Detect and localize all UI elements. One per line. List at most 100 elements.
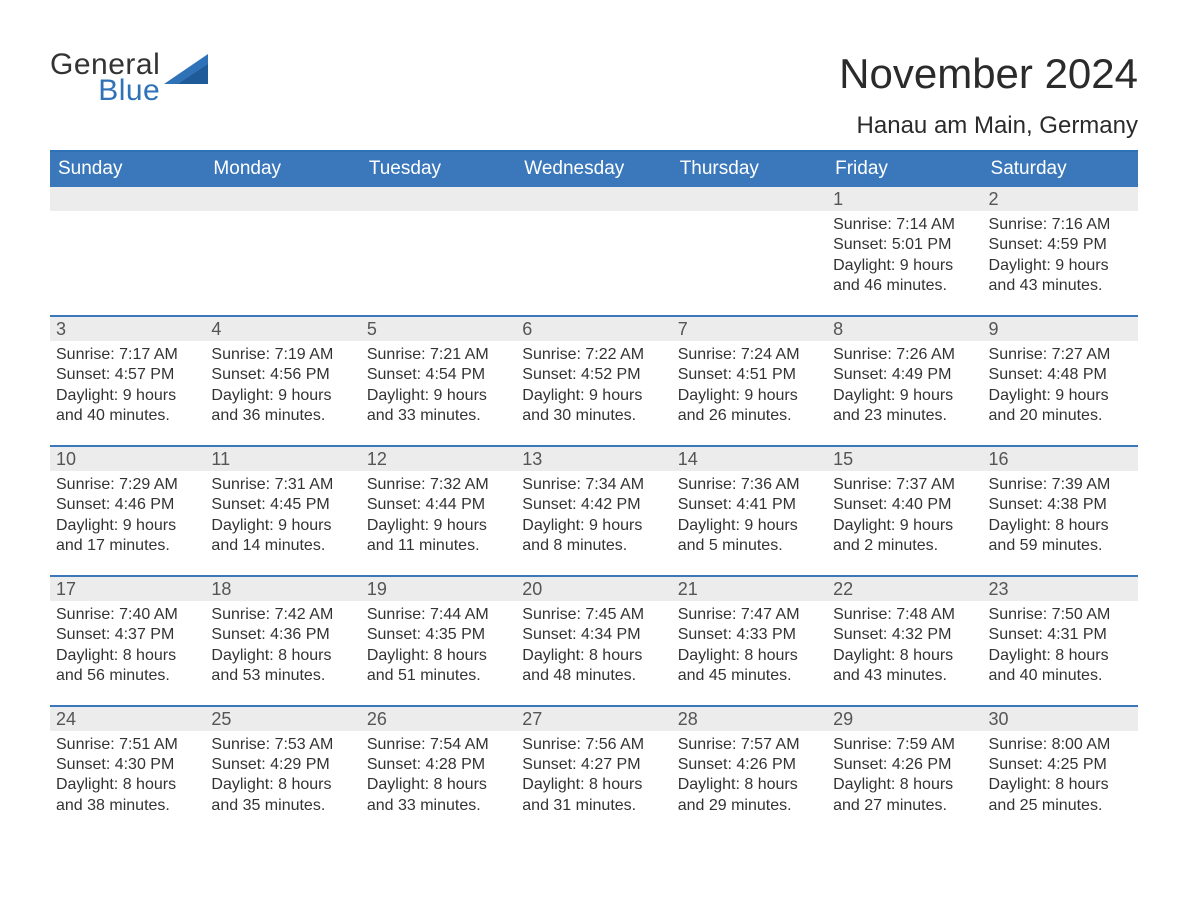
day-sunset: Sunset: 4:40 PM bbox=[833, 495, 976, 515]
day-cell: 15 Sunrise: 7:37 AMSunset: 4:40 PMDayligh… bbox=[827, 447, 982, 575]
logo-word-blue: Blue bbox=[50, 76, 160, 106]
day-sunrise: Sunrise: 7:22 AM bbox=[522, 345, 665, 365]
day-number: 28 bbox=[672, 707, 827, 731]
day-sunrise: Sunrise: 8:00 AM bbox=[989, 735, 1132, 755]
day-sunrise: Sunrise: 7:45 AM bbox=[522, 605, 665, 625]
day-daylight2: and 17 minutes. bbox=[56, 536, 199, 556]
day-number: 25 bbox=[205, 707, 360, 731]
day-daylight1: Daylight: 9 hours bbox=[522, 516, 665, 536]
day-sunrise: Sunrise: 7:29 AM bbox=[56, 475, 199, 495]
sail-icon bbox=[164, 54, 208, 84]
day-cell: 25Sunrise: 7:53 AMSunset: 4:29 PMDayligh… bbox=[205, 707, 360, 835]
day-number: 3 bbox=[50, 317, 205, 341]
day-daylight1: Daylight: 9 hours bbox=[367, 516, 510, 536]
day-cell bbox=[205, 187, 360, 315]
day-body: Sunrise: 7:32 AMSunset: 4:44 PMDaylight:… bbox=[361, 471, 516, 557]
day-sunset: Sunset: 4:28 PM bbox=[367, 755, 510, 775]
day-body: Sunrise: 7:31 AMSunset: 4:45 PMDaylight:… bbox=[205, 471, 360, 557]
day-daylight1: Daylight: 8 hours bbox=[833, 646, 976, 666]
day-daylight2: and 40 minutes. bbox=[56, 406, 199, 426]
day-number: 13 bbox=[516, 447, 671, 471]
day-number: 22 bbox=[827, 577, 982, 601]
day-daylight1: Daylight: 8 hours bbox=[367, 646, 510, 666]
day-sunrise: Sunrise: 7:27 AM bbox=[989, 345, 1132, 365]
day-sunset: Sunset: 4:35 PM bbox=[367, 625, 510, 645]
day-daylight1: Daylight: 8 hours bbox=[522, 775, 665, 795]
day-number: 4 bbox=[205, 317, 360, 341]
day-body: Sunrise: 8:00 AMSunset: 4:25 PMDaylight:… bbox=[983, 731, 1138, 817]
location-subtitle: Hanau am Main, Germany bbox=[839, 112, 1138, 140]
day-cell: 26Sunrise: 7:54 AMSunset: 4:28 PMDayligh… bbox=[361, 707, 516, 835]
day-sunrise: Sunrise: 7:14 AM bbox=[833, 215, 976, 235]
day-sunrise: Sunrise: 7:21 AM bbox=[367, 345, 510, 365]
day-cell: 14Sunrise: 7:36 AMSunset: 4:41 PMDayligh… bbox=[672, 447, 827, 575]
day-daylight1: Daylight: 9 hours bbox=[367, 386, 510, 406]
day-cell: 19Sunrise: 7:44 AMSunset: 4:35 PMDayligh… bbox=[361, 577, 516, 705]
day-daylight2: and 46 minutes. bbox=[833, 276, 976, 296]
day-daylight1: Daylight: 9 hours bbox=[522, 386, 665, 406]
day-cell: 17Sunrise: 7:40 AMSunset: 4:37 PMDayligh… bbox=[50, 577, 205, 705]
day-cell: 22Sunrise: 7:48 AMSunset: 4:32 PMDayligh… bbox=[827, 577, 982, 705]
day-daylight2: and 48 minutes. bbox=[522, 666, 665, 686]
day-daylight2: and 33 minutes. bbox=[367, 406, 510, 426]
day-daylight1: Daylight: 9 hours bbox=[833, 516, 976, 536]
day-sunset: Sunset: 4:26 PM bbox=[833, 755, 976, 775]
day-daylight2: and 31 minutes. bbox=[522, 796, 665, 816]
day-body: Sunrise: 7:27 AMSunset: 4:48 PMDaylight:… bbox=[983, 341, 1138, 427]
day-body: Sunrise: 7:19 AMSunset: 4:56 PMDaylight:… bbox=[205, 341, 360, 427]
week-row: 24Sunrise: 7:51 AMSunset: 4:30 PMDayligh… bbox=[50, 705, 1138, 835]
logo-text: General Blue bbox=[50, 50, 160, 106]
day-sunrise: Sunrise: 7:32 AM bbox=[367, 475, 510, 495]
day-sunset: Sunset: 4:29 PM bbox=[211, 755, 354, 775]
day-sunrise: Sunrise: 7:37 AM bbox=[833, 475, 976, 495]
dow-cell: Thursday bbox=[672, 152, 827, 187]
dow-cell: Saturday bbox=[983, 152, 1138, 187]
day-cell bbox=[50, 187, 205, 315]
day-sunrise: Sunrise: 7:34 AM bbox=[522, 475, 665, 495]
day-number: 19 bbox=[361, 577, 516, 601]
dow-cell: Sunday bbox=[50, 152, 205, 187]
day-body: Sunrise: 7:42 AMSunset: 4:36 PMDaylight:… bbox=[205, 601, 360, 687]
day-sunrise: Sunrise: 7:47 AM bbox=[678, 605, 821, 625]
day-daylight2: and 25 minutes. bbox=[989, 796, 1132, 816]
day-daylight2: and 43 minutes. bbox=[989, 276, 1132, 296]
day-cell bbox=[672, 187, 827, 315]
day-sunset: Sunset: 4:32 PM bbox=[833, 625, 976, 645]
week-row: 1Sunrise: 7:14 AMSunset: 5:01 PMDaylight… bbox=[50, 187, 1138, 315]
day-number: 18 bbox=[205, 577, 360, 601]
dow-cell: Tuesday bbox=[361, 152, 516, 187]
day-sunset: Sunset: 5:01 PM bbox=[833, 235, 976, 255]
day-number: 29 bbox=[827, 707, 982, 731]
day-sunrise: Sunrise: 7:57 AM bbox=[678, 735, 821, 755]
day-daylight2: and 14 minutes. bbox=[211, 536, 354, 556]
day-sunset: Sunset: 4:37 PM bbox=[56, 625, 199, 645]
day-number: 15 bbox=[827, 447, 982, 471]
day-sunset: Sunset: 4:25 PM bbox=[989, 755, 1132, 775]
day-sunset: Sunset: 4:33 PM bbox=[678, 625, 821, 645]
day-of-week-header: SundayMondayTuesdayWednesdayThursdayFrid… bbox=[50, 152, 1138, 187]
day-sunrise: Sunrise: 7:19 AM bbox=[211, 345, 354, 365]
day-sunrise: Sunrise: 7:54 AM bbox=[367, 735, 510, 755]
day-sunset: Sunset: 4:54 PM bbox=[367, 365, 510, 385]
dow-cell: Wednesday bbox=[516, 152, 671, 187]
day-daylight2: and 38 minutes. bbox=[56, 796, 199, 816]
header: General Blue November 2024 Hanau am Main… bbox=[50, 50, 1138, 140]
day-body: Sunrise: 7:17 AMSunset: 4:57 PMDaylight:… bbox=[50, 341, 205, 427]
day-number: 30 bbox=[983, 707, 1138, 731]
day-number: 11 bbox=[205, 447, 360, 471]
day-daylight1: Daylight: 8 hours bbox=[989, 775, 1132, 795]
day-sunrise: Sunrise: 7:50 AM bbox=[989, 605, 1132, 625]
day-daylight1: Daylight: 8 hours bbox=[989, 516, 1132, 536]
day-cell: 20Sunrise: 7:45 AMSunset: 4:34 PMDayligh… bbox=[516, 577, 671, 705]
day-sunrise: Sunrise: 7:51 AM bbox=[56, 735, 199, 755]
day-body: Sunrise: 7:40 AMSunset: 4:37 PMDaylight:… bbox=[50, 601, 205, 687]
day-cell: 9Sunrise: 7:27 AMSunset: 4:48 PMDaylight… bbox=[983, 317, 1138, 445]
day-sunrise: Sunrise: 7:40 AM bbox=[56, 605, 199, 625]
day-body: Sunrise: 7:36 AMSunset: 4:41 PMDaylight:… bbox=[672, 471, 827, 557]
day-daylight2: and 27 minutes. bbox=[833, 796, 976, 816]
day-number-empty bbox=[516, 187, 671, 211]
day-body: Sunrise: 7:45 AMSunset: 4:34 PMDaylight:… bbox=[516, 601, 671, 687]
day-cell: 3Sunrise: 7:17 AMSunset: 4:57 PMDaylight… bbox=[50, 317, 205, 445]
day-daylight2: and 2 minutes. bbox=[833, 536, 976, 556]
day-daylight2: and 59 minutes. bbox=[989, 536, 1132, 556]
